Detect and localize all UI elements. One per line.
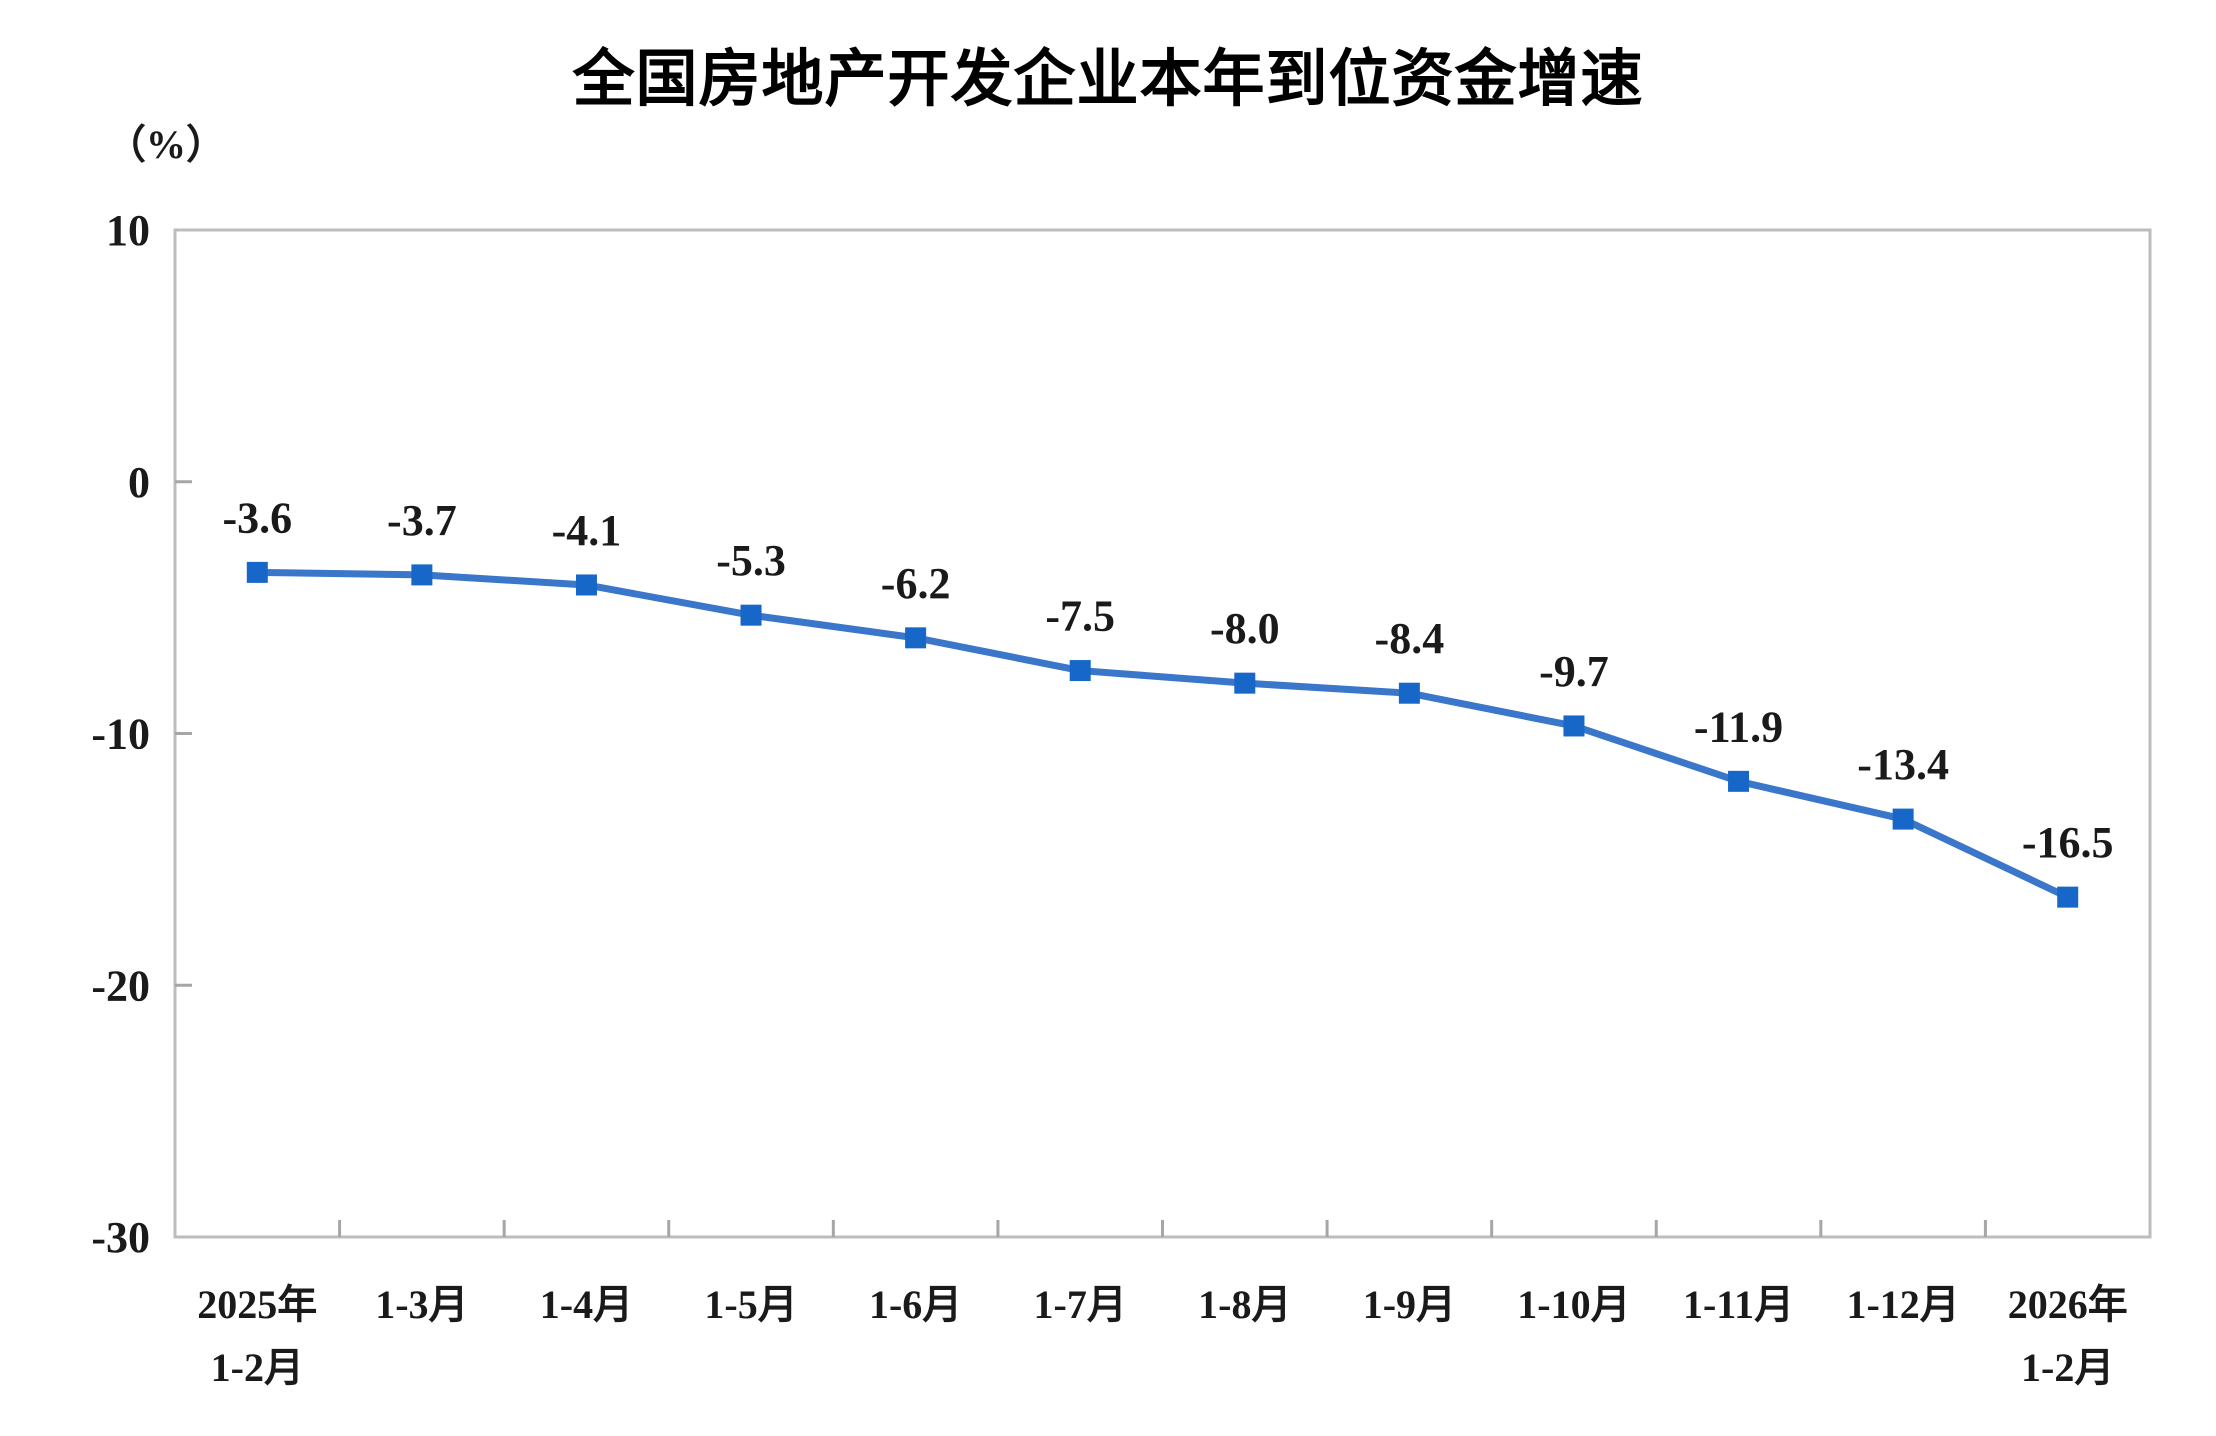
- data-point-marker: [1728, 770, 1750, 792]
- data-point-label: -16.5: [2022, 818, 2114, 867]
- data-point-marker: [1398, 682, 1420, 704]
- y-axis-tick-label: 0: [128, 458, 150, 507]
- plot-border: [173, 228, 2152, 1239]
- x-axis-tick-label: 1-8月: [1198, 1282, 1291, 1327]
- x-axis-tick-label: 1-3月: [375, 1282, 468, 1327]
- data-point-marker: [905, 627, 927, 649]
- data-point-label: -13.4: [1857, 740, 1949, 789]
- x-axis-tick-label: 1-2月: [2021, 1345, 2114, 1390]
- x-axis-tick-label: 1-2月: [211, 1345, 304, 1390]
- x-axis-tick-label: 1-4月: [540, 1282, 633, 1327]
- y-axis-unit-label: （%）: [106, 122, 226, 167]
- data-point-marker: [740, 604, 762, 626]
- x-axis-tick-label: 1-7月: [1034, 1282, 1127, 1327]
- data-point-marker: [1069, 660, 1091, 682]
- x-axis-tick-label: 1-5月: [704, 1282, 797, 1327]
- data-point-label: -11.9: [1694, 702, 1783, 751]
- data-point-label: -8.0: [1210, 604, 1280, 653]
- data-point-marker: [246, 561, 268, 583]
- chart-title: 全国房地产开发企业本年到位资金增速: [572, 45, 1644, 114]
- x-axis-tick-label: 1-10月: [1517, 1282, 1630, 1327]
- data-point-marker: [1234, 672, 1256, 694]
- x-axis-tick-label: 1-12月: [1846, 1282, 1959, 1327]
- x-axis-tick-label: 1-6月: [869, 1282, 962, 1327]
- x-axis-tick-label: 2025年: [197, 1282, 317, 1327]
- data-point-label: -8.4: [1375, 614, 1445, 663]
- y-axis-tick-label: -10: [91, 710, 150, 759]
- data-point-marker: [2057, 886, 2079, 908]
- data-point-label: -5.3: [716, 536, 786, 585]
- data-point-marker: [1892, 808, 1914, 830]
- data-point-label: -4.1: [552, 506, 622, 555]
- x-axis-tick-label: 1-9月: [1363, 1282, 1456, 1327]
- y-axis-tick-label: 10: [106, 206, 150, 255]
- data-point-label: -7.5: [1045, 592, 1115, 641]
- data-point-label: -3.6: [222, 493, 292, 542]
- data-point-label: -6.2: [881, 559, 951, 608]
- data-point-marker: [1563, 715, 1585, 737]
- data-point-marker: [411, 564, 433, 586]
- data-line: [257, 568, 2070, 901]
- x-axis-tick-label: 1-11月: [1683, 1282, 1794, 1327]
- data-point-label: -9.7: [1539, 647, 1609, 696]
- y-axis-tick-label: -20: [91, 961, 150, 1010]
- y-axis-tick-label: -30: [91, 1213, 150, 1262]
- x-axis-tick-label: 2026年: [2008, 1282, 2128, 1327]
- data-point-label: -3.7: [387, 496, 457, 545]
- data-point-marker: [575, 574, 597, 596]
